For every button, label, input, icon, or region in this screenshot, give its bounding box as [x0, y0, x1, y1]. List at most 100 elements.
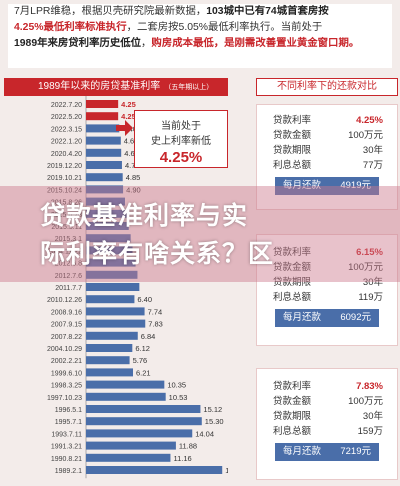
- bar-value-label: 4.75: [125, 161, 140, 170]
- bar-value-label: 4.85: [126, 173, 141, 182]
- rate-bar-chart: 2022.7.204.252022.5.204.252022.3.154.402…: [47, 96, 228, 479]
- rate-bar: [86, 234, 131, 243]
- bar-value-label: 18.00: [225, 466, 228, 475]
- payment-label: 每月还款: [283, 446, 322, 457]
- term-label: 贷款期限: [273, 145, 312, 156]
- rate-bar: [86, 417, 202, 426]
- intro-text: ，二套房按5.05%最低利率执行。当前处于: [126, 22, 323, 33]
- interest-row: 利息总额 119万: [257, 290, 397, 305]
- rate-bar: [86, 173, 123, 182]
- interest-value: 77万: [362, 160, 383, 171]
- payment-value: 4919元: [340, 180, 371, 191]
- rate-bar: [86, 380, 165, 389]
- rate-bar: [86, 197, 125, 206]
- term-row: 贷款期限 30年: [257, 275, 397, 290]
- rate-row: 贷款利率 4.25%: [257, 113, 397, 128]
- interest-label: 利息总额: [273, 426, 312, 437]
- category-label: 2015.3.1: [55, 236, 82, 243]
- rate-bar: [86, 331, 138, 340]
- rate-bar: [86, 209, 127, 218]
- arrow-right-icon: [116, 120, 133, 136]
- rate-bar: [86, 429, 193, 438]
- category-label: 2015.5.11: [51, 224, 82, 231]
- overlay-title-line-1: 贷款基准利率与实: [40, 202, 249, 230]
- callout-line-2: 史上利率新低: [151, 136, 211, 147]
- bar-value-label: 4.25: [121, 100, 136, 109]
- bar-value-label: 15.30: [205, 417, 224, 426]
- bar-value-label: 6.21: [136, 368, 151, 377]
- amount-label: 贷款金额: [273, 396, 312, 407]
- category-label: 2004.10.29: [47, 346, 82, 353]
- amount-row: 贷款金额 100万元: [257, 128, 397, 143]
- term-row: 贷款期限 30年: [257, 143, 397, 158]
- bar-value-label: 6.40: [137, 295, 152, 304]
- rate-bar: [86, 148, 122, 157]
- category-label: 2019.10.21: [47, 175, 82, 182]
- term-value: 30年: [362, 277, 383, 288]
- callout-value: 4.25%: [159, 149, 203, 166]
- category-label: 1995.7.1: [55, 419, 82, 426]
- bar-value-label: 4.65: [124, 149, 139, 158]
- rate-value: 4.25%: [356, 115, 383, 126]
- bar-value-label: 5.76: [133, 356, 148, 365]
- intro-highlight: 4.25%最低利率标准执行: [14, 22, 127, 33]
- rate-bar: [86, 405, 201, 413]
- rate-bar: [86, 392, 166, 401]
- payment-value: 6092元: [340, 312, 371, 323]
- amount-row: 贷款金额 100万元: [257, 394, 397, 409]
- bar-value-label: 7.83: [148, 320, 163, 329]
- rate-bar: [86, 307, 145, 316]
- chart-title: 1989年以来的房贷基准利率: [38, 81, 161, 92]
- rate-row: 贷款利率 7.83%: [257, 379, 397, 394]
- category-label: 1999.6.10: [51, 370, 82, 377]
- payment-label: 每月还款: [283, 180, 322, 191]
- interest-label: 利息总额: [273, 292, 312, 303]
- category-label: 2019.12.20: [47, 163, 82, 170]
- rate-bar: [86, 319, 146, 328]
- bar-value-label: 6.84: [141, 332, 156, 341]
- bar-value-label: 11.16: [173, 454, 191, 463]
- intro-highlight: 购房成本最低，是刚需改善置业黄金窗口期。: [151, 38, 360, 49]
- category-label: 2012.6.8: [55, 261, 82, 268]
- rate-bar: [86, 344, 133, 352]
- rate-bar: [86, 258, 136, 267]
- term-label: 贷款期限: [273, 411, 312, 422]
- term-value: 30年: [362, 411, 383, 422]
- chart-header: 1989年以来的房贷基准利率 （五年期以上）: [4, 78, 228, 96]
- monthly-payment-badge: 每月还款 6092元: [275, 309, 379, 327]
- rate-bar: [86, 246, 133, 255]
- rate-bar: [86, 441, 176, 450]
- intro-text: ，: [141, 38, 152, 49]
- rate-label: 贷款利率: [273, 381, 312, 392]
- term-row: 贷款期限 30年: [257, 409, 397, 424]
- amount-label: 贷款金额: [273, 130, 312, 141]
- bar-value-label: 4.60: [124, 137, 139, 146]
- rate-value: 7.83%: [356, 381, 383, 392]
- category-label: 2011.7.7: [55, 285, 82, 292]
- bar-value-label: 4.90: [126, 185, 141, 194]
- rate-bar: [86, 368, 133, 377]
- interest-value: 159万: [357, 426, 383, 437]
- category-label: 1997.10.23: [47, 395, 82, 402]
- rate-bar: [86, 466, 223, 474]
- repayment-card: 贷款利率 7.83% 贷款金额 100万元 贷款期限 30年 利息总额 159万 每月还…: [256, 368, 398, 480]
- category-label: 2007.9.15: [51, 322, 82, 329]
- category-label: 2007.8.22: [51, 334, 82, 341]
- bar-value-label: 10.53: [169, 393, 188, 402]
- interest-row: 利息总额 77万: [257, 158, 397, 173]
- interest-label: 利息总额: [273, 160, 312, 171]
- category-label: 2002.2.21: [51, 358, 82, 365]
- amount-value: 100万元: [348, 396, 383, 407]
- bar-value-label: 7.74: [148, 307, 163, 316]
- category-label: 2022.3.15: [51, 126, 82, 133]
- rate-bar: [86, 100, 119, 108]
- monthly-payment-badge: 每月还款 4919元: [275, 177, 379, 195]
- category-label: 2022.5.20: [51, 114, 82, 121]
- rate-bar: [86, 161, 122, 169]
- rate-value: 6.15%: [356, 247, 383, 258]
- video-title-overlay: [0, 186, 400, 282]
- repayment-card: 贷款利率 4.25% 贷款金额 100万元 贷款期限 30年 利息总额 77万 每月还款…: [256, 104, 398, 210]
- interest-row: 利息总额 159万: [257, 424, 397, 439]
- bar-value-label: 11.88: [179, 442, 197, 451]
- rate-bar: [86, 185, 124, 194]
